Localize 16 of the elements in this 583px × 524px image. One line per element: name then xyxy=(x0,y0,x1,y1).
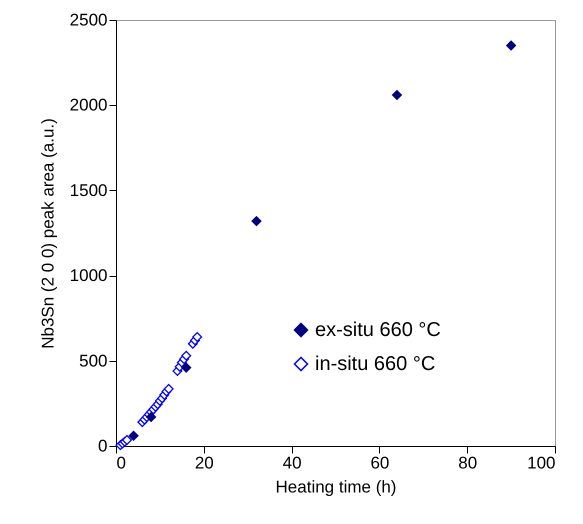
x-tick-label: 40 xyxy=(282,454,302,472)
x-axis-title: Heating time (h) xyxy=(276,478,396,496)
x-tick-label: 80 xyxy=(458,454,478,472)
y-axis-title: Nb3Sn (2 0 0) peak area (a.u.) xyxy=(38,118,58,349)
y-tick-label: 500 xyxy=(79,351,108,370)
y-tick-label: 0 xyxy=(98,436,108,456)
x-tick-label: 100 xyxy=(527,454,556,472)
y-tick-label: 2000 xyxy=(70,96,108,115)
x-tick-label: 60 xyxy=(370,454,390,472)
y-tick-label: 2500 xyxy=(70,10,108,30)
legend-label: ex-situ 660 °C xyxy=(315,319,441,341)
y-tick-label: 1500 xyxy=(70,180,108,200)
legend-label: in-situ 660 °C xyxy=(315,353,436,375)
x-tick-label: 0 xyxy=(116,454,126,472)
y-tick-label: 1000 xyxy=(70,266,108,286)
x-tick-label: 20 xyxy=(194,454,214,472)
